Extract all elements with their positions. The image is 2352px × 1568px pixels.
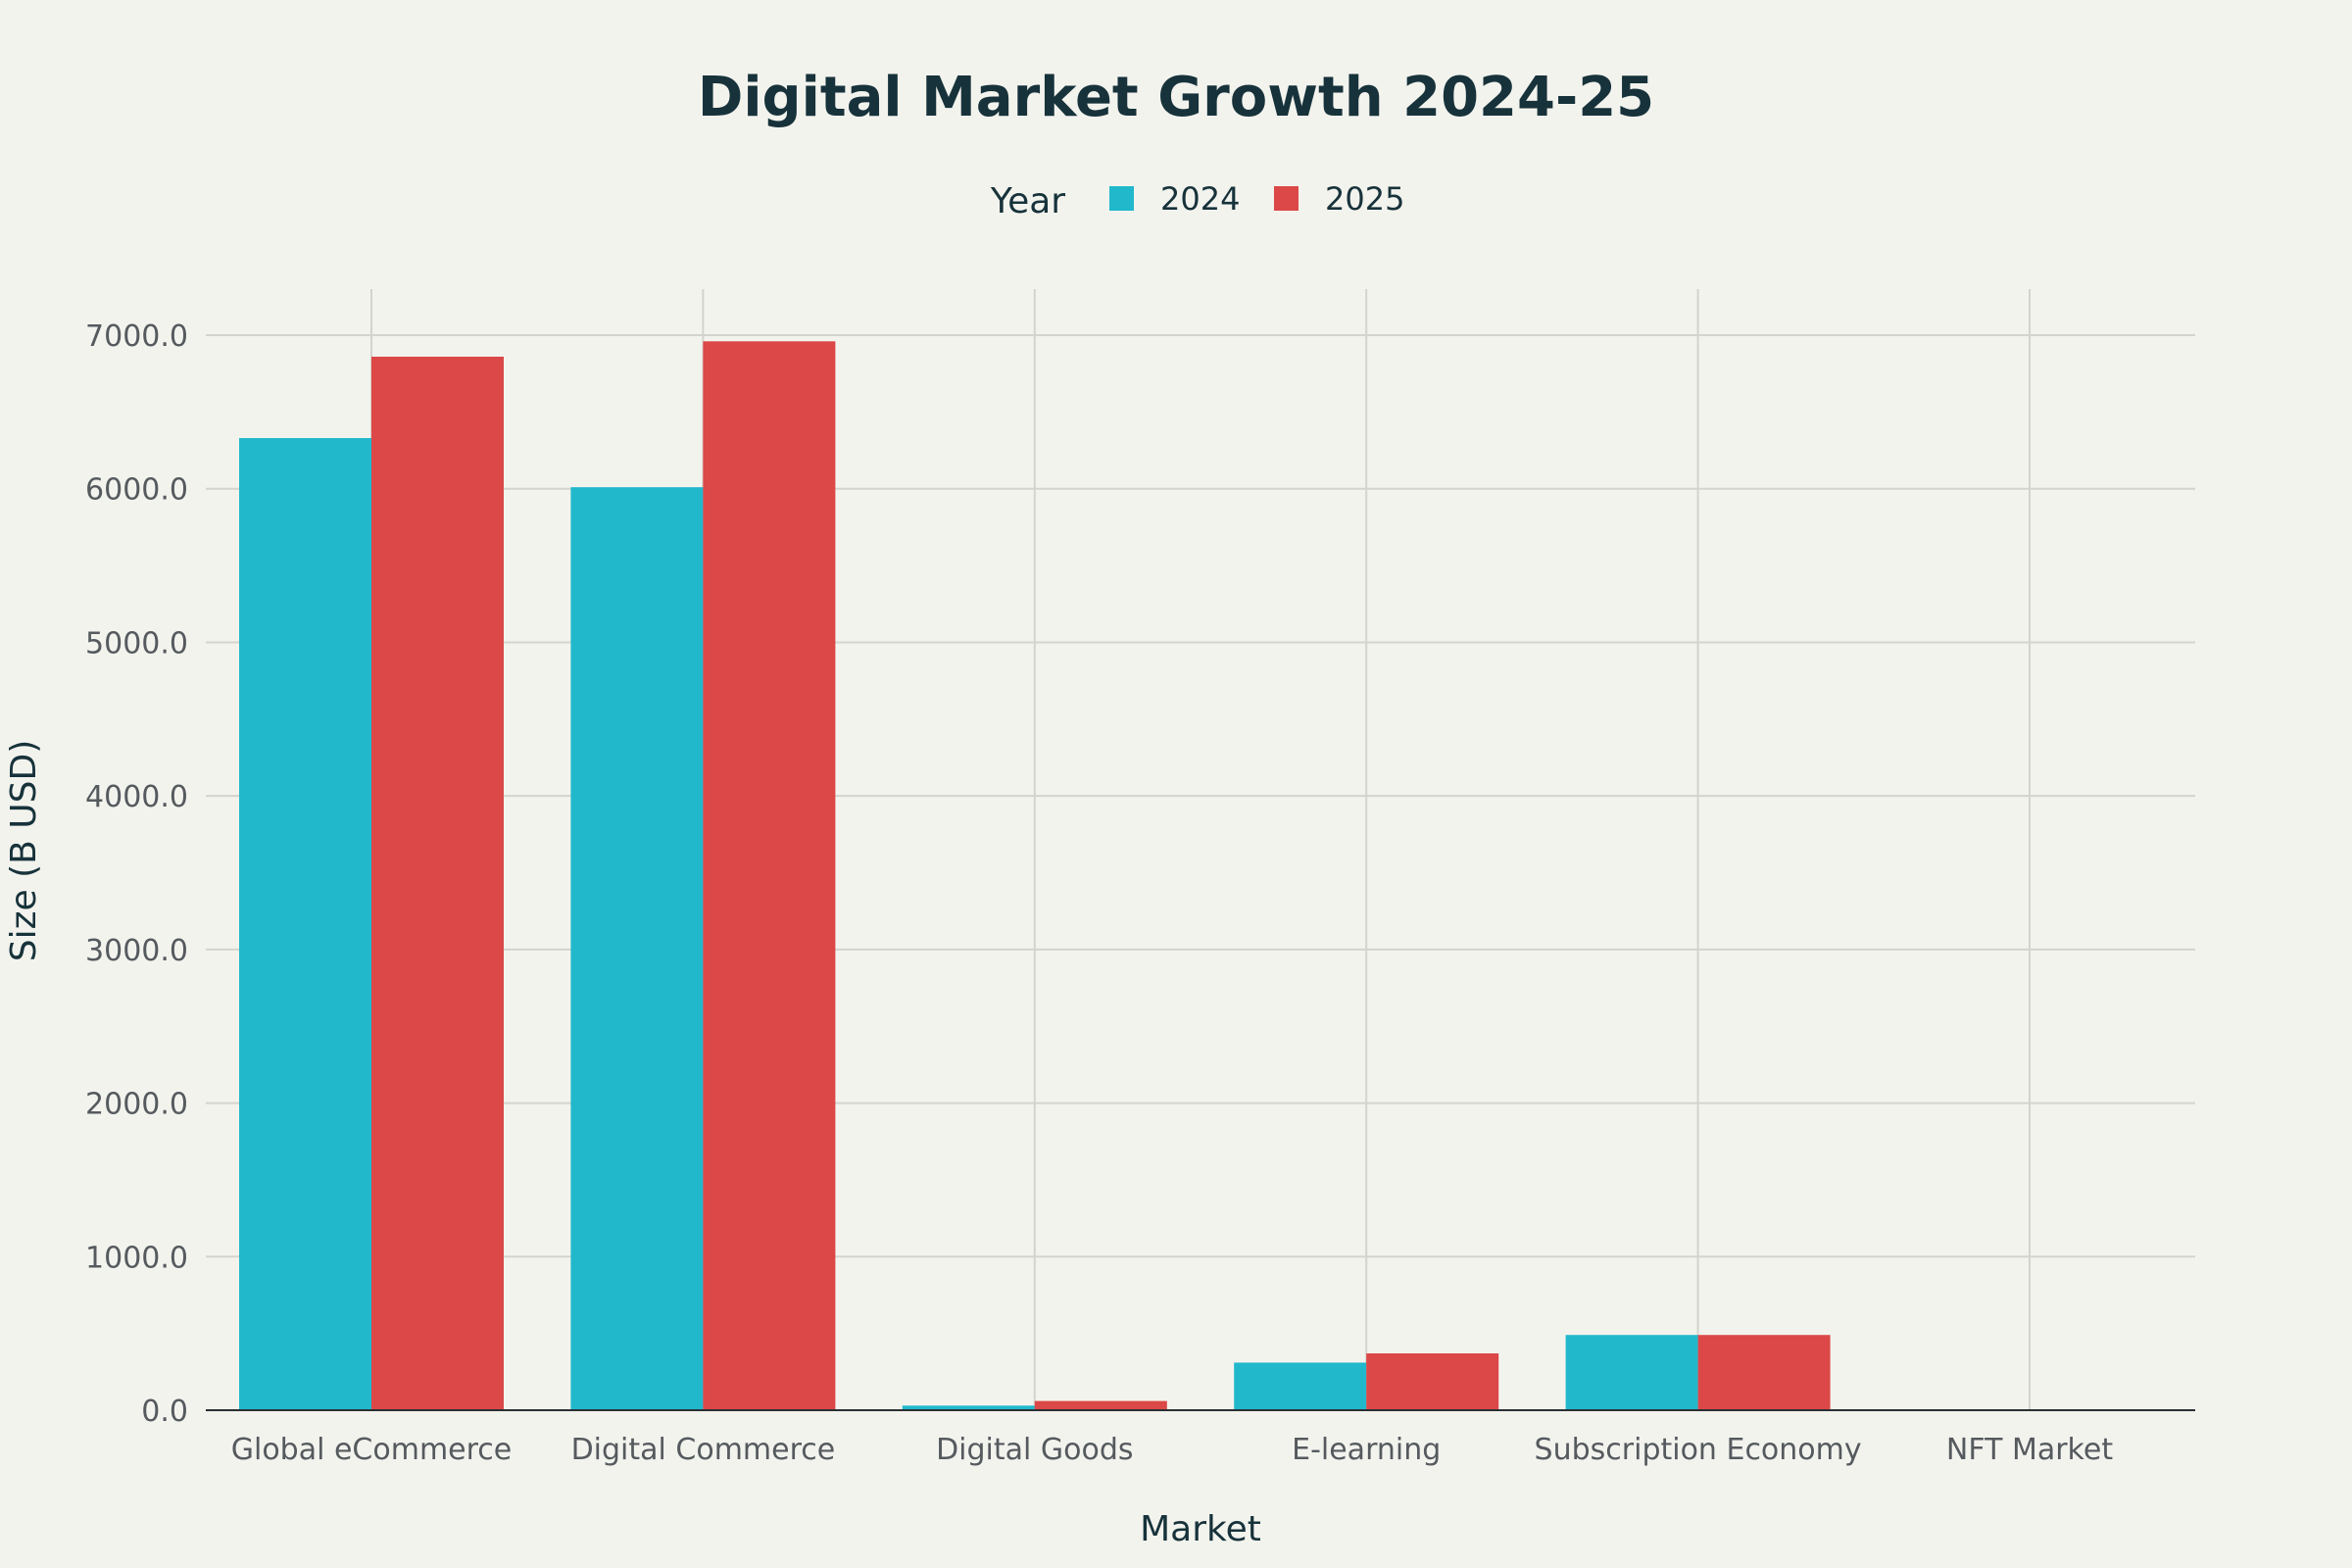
bar-2025 xyxy=(371,356,504,1411)
y-tick-label: 6000.0 xyxy=(85,473,188,508)
y-tick-label: 1000.0 xyxy=(85,1241,188,1275)
y-tick-label: 5000.0 xyxy=(85,626,188,661)
x-axis-title: Market xyxy=(1140,1509,1261,1549)
bar-2025 xyxy=(1697,1335,1831,1410)
x-tick-label: NFT Market xyxy=(1946,1433,2113,1467)
y-tick-label: 4000.0 xyxy=(85,780,188,814)
legend-title: Year xyxy=(990,181,1065,221)
legend-label-2025: 2025 xyxy=(1325,180,1404,218)
x-tick-label: Digital Commerce xyxy=(571,1433,836,1467)
y-tick-label: 0.0 xyxy=(141,1395,188,1429)
chart-title: Digital Market Growth 2024-25 xyxy=(698,66,1654,129)
bar-2025 xyxy=(1366,1353,1499,1410)
y-tick-label: 2000.0 xyxy=(85,1088,188,1122)
y-tick-label: 7000.0 xyxy=(85,319,188,354)
legend: Year 2024 2025 xyxy=(990,180,1405,221)
legend-swatch-2025 xyxy=(1274,186,1298,211)
bar-2024 xyxy=(1234,1362,1367,1410)
legend-swatch-2024 xyxy=(1109,186,1134,211)
bar-2024 xyxy=(1565,1335,1698,1410)
grid xyxy=(206,289,2195,1410)
bar-2024 xyxy=(902,1405,1035,1410)
x-tick-label: E-learning xyxy=(1292,1433,1441,1467)
x-tick-label: Global eCommerce xyxy=(231,1433,513,1467)
y-axis-title: Size (B USD) xyxy=(4,740,44,962)
bar-2024 xyxy=(239,438,371,1410)
y-tick-label: 3000.0 xyxy=(85,934,188,968)
y-axis-ticks: 0.0 1000.0 2000.0 3000.0 4000.0 5000.0 6000.0 7… xyxy=(85,319,188,1429)
x-tick-label: Subscription Economy xyxy=(1535,1433,1862,1467)
bars xyxy=(239,341,2162,1411)
bar-2025 xyxy=(1034,1400,1167,1410)
x-tick-label: Digital Goods xyxy=(936,1433,1133,1467)
bar-2025 xyxy=(703,341,836,1410)
bar-2024 xyxy=(570,487,704,1410)
legend-label-2024: 2024 xyxy=(1160,180,1240,218)
x-axis-ticks: Global eCommerce Digital Commerce Digital … xyxy=(231,1433,2114,1467)
